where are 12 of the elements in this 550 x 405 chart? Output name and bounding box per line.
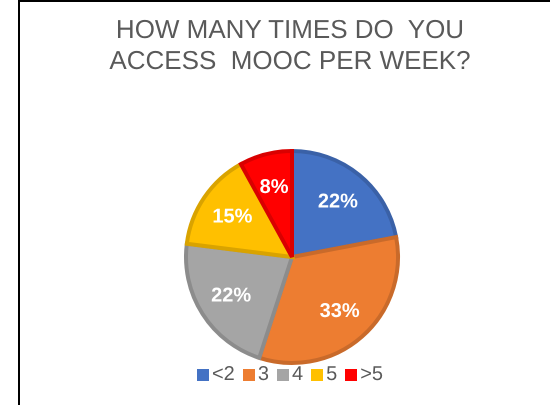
- legend-label: <2: [212, 363, 235, 386]
- data-label: 33%: [320, 300, 360, 322]
- chart-title: HOW MANY TIMES DO YOU ACCESS MOOC PER WEEK?: [108, 14, 472, 76]
- legend-label: >5: [360, 363, 383, 386]
- legend-label: 5: [326, 363, 338, 386]
- data-label: 15%: [212, 205, 253, 228]
- legend-label: 3: [258, 363, 269, 386]
- pie-slice: [257, 235, 400, 365]
- data-label: 22%: [318, 190, 358, 212]
- data-label: 8%: [260, 176, 289, 198]
- legend-label: 4: [292, 363, 304, 386]
- data-label: 22%: [211, 284, 252, 307]
